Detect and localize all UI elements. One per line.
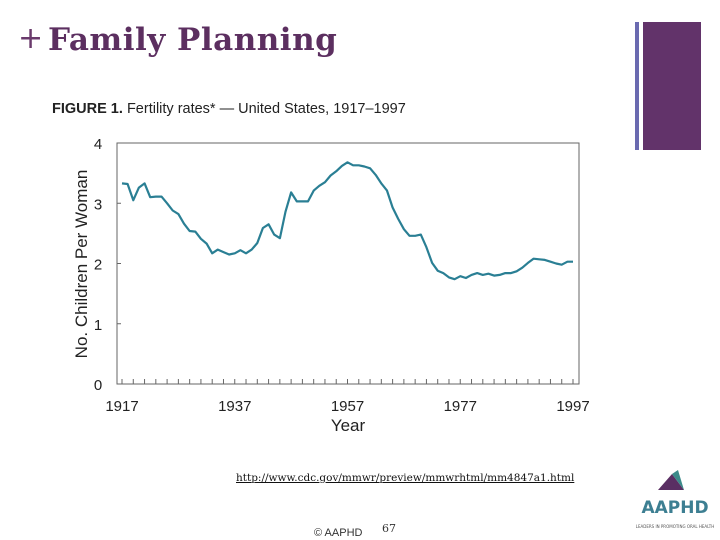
slide-plus-mark: +: [18, 21, 44, 56]
y-tick-label: 4: [94, 136, 102, 153]
x-axis-ticks: 1917 1937 1957 1977 1997: [105, 398, 589, 415]
figure-title: FIGURE 1. Fertility rates* — United Stat…: [52, 101, 406, 117]
accent-bar-thick: [643, 22, 701, 150]
figure-caption: Fertility rates* — United States, 1917–1…: [126, 101, 406, 117]
plot-frame: [116, 142, 580, 385]
slide-title: Family Planning: [48, 22, 338, 58]
page-number: 67: [382, 522, 396, 535]
y-tick-label: 2: [94, 257, 102, 274]
y-axis-label: No. Children Per Woman: [72, 170, 91, 359]
logo-tagline: LEADERS IN PROMOTING ORAL HEALTH: [636, 524, 714, 529]
y-axis-ticks: 0 1 2 3 4: [94, 136, 121, 394]
x-tick-label: 1997: [556, 398, 589, 415]
aaphd-logo: AAPHD LEADERS IN PROMOTING ORAL HEALTH: [636, 470, 714, 529]
y-tick-label: 0: [94, 377, 102, 394]
x-tick-label: 1977: [444, 398, 477, 415]
accent-bar-thin: [635, 22, 639, 150]
x-tick-label: 1957: [331, 398, 364, 415]
y-tick-label: 3: [94, 196, 102, 213]
x-tick-label: 1917: [105, 398, 138, 415]
x-axis-label: Year: [331, 416, 366, 435]
x-minor-ticks: [121, 379, 574, 384]
figure-label: FIGURE 1.: [52, 101, 123, 117]
footer-copyright: © AAPHD: [314, 527, 363, 539]
x-tick-label: 1937: [218, 398, 251, 415]
logo-wordmark: AAPHD: [641, 498, 708, 518]
fertility-rate-line: [121, 161, 573, 281]
y-tick-label: 1: [94, 317, 102, 334]
source-link[interactable]: http://www.cdc.gov/mmwr/preview/mmwrhtml…: [236, 472, 575, 484]
